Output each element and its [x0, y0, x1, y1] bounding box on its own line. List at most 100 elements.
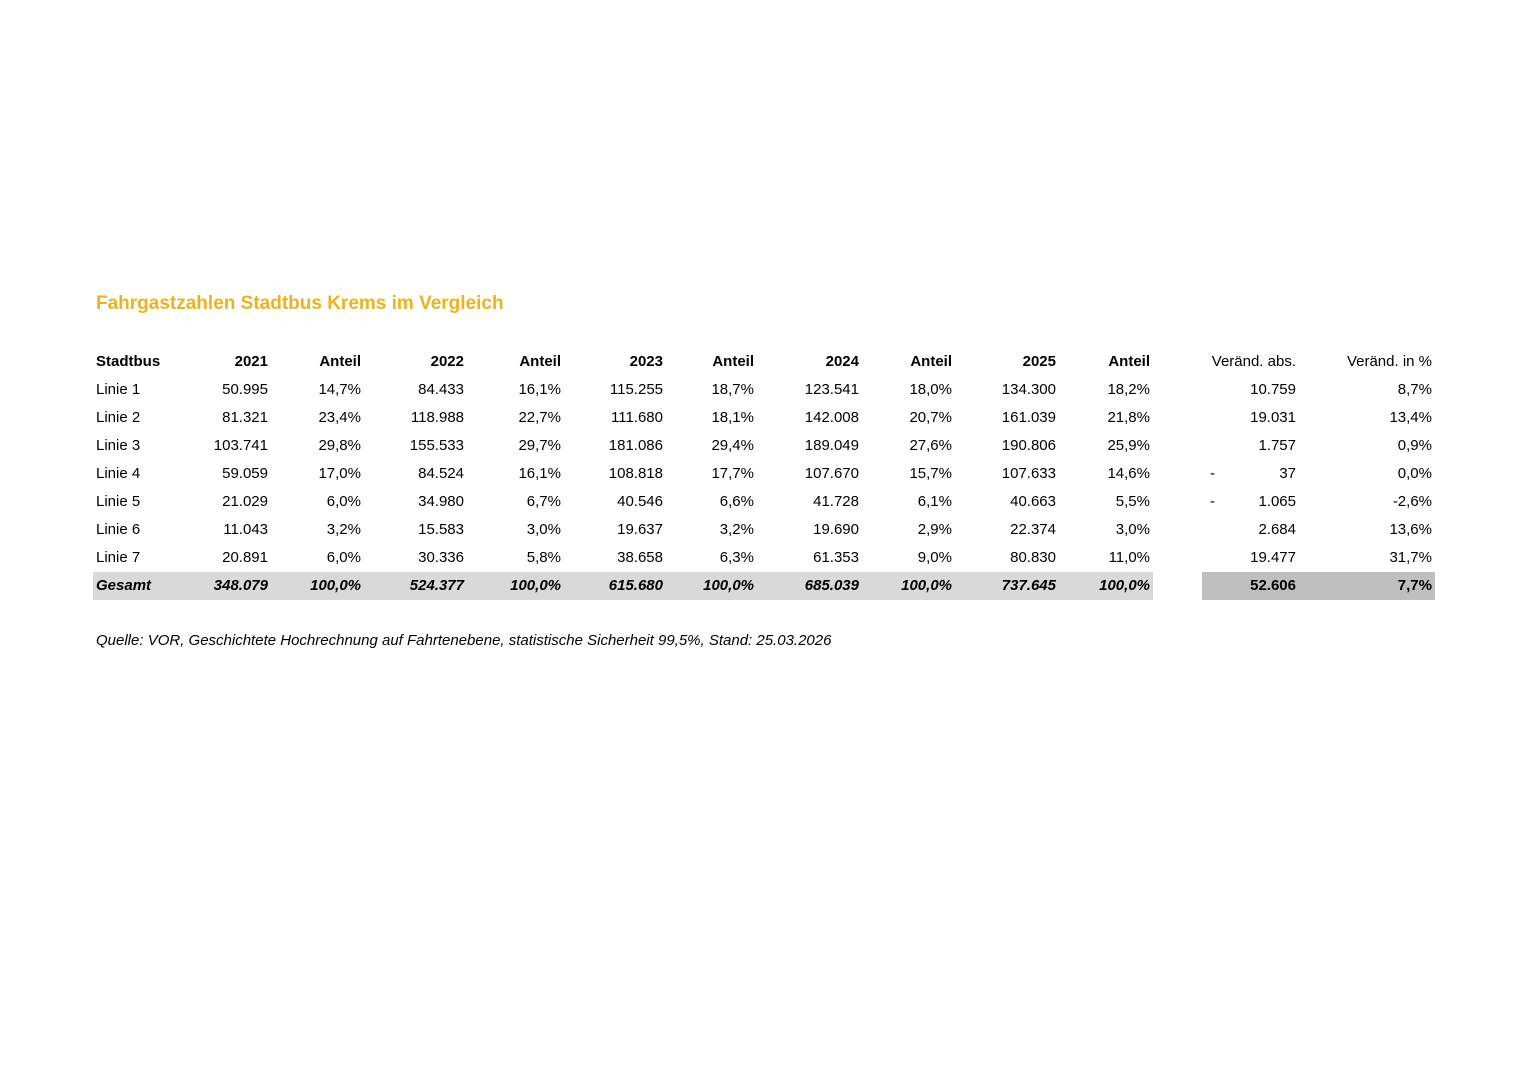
- cell-2024: 61.353: [813, 549, 859, 566]
- cell-2024: 142.008: [804, 409, 859, 426]
- cell-2025: 190.806: [1001, 437, 1056, 454]
- cell-2022: 34.980: [418, 493, 464, 510]
- cell-2024: 41.728: [813, 493, 859, 510]
- cell-anteil-2022: 5,8%: [526, 549, 561, 566]
- cell-2022: 118.988: [410, 409, 464, 426]
- cell-anteil-2021: 3,2%: [326, 521, 361, 538]
- cell-anteil-2022: 16,1%: [518, 381, 561, 398]
- cell-anteil-2022: 6,7%: [526, 493, 561, 510]
- cell-anteil-2025: 18,2%: [1107, 381, 1150, 398]
- cell-anteil-2024: 27,6%: [909, 437, 952, 454]
- cell-anteil-2021: 14,7%: [318, 381, 361, 398]
- cell-veraend-pct: -2,6%: [1392, 493, 1432, 510]
- total-anteil-2024: 100,0%: [862, 572, 955, 600]
- total-2021: 348.079: [183, 572, 271, 600]
- column-gap: [1153, 404, 1202, 432]
- cell-anteil-2022: 16,1%: [518, 465, 561, 482]
- header-anteil-2023: Anteil: [712, 353, 754, 370]
- cell-2022: 155.533: [409, 437, 464, 454]
- minus-sign: -: [1210, 465, 1215, 482]
- cell-2023: 40.546: [617, 493, 663, 510]
- total-anteil-2021: 100,0%: [271, 572, 364, 600]
- page-title: Fahrgastzahlen Stadtbus Krems im Verglei…: [96, 293, 504, 314]
- column-gap: [1153, 432, 1202, 460]
- cell-2025: 107.633: [1001, 465, 1056, 482]
- row-label: Linie 7: [96, 549, 141, 566]
- cell-2025: 161.039: [1001, 409, 1056, 426]
- cell-anteil-2025: 5,5%: [1115, 493, 1150, 510]
- total-2023: 615.680: [564, 572, 666, 600]
- cell-2021: 50.995: [222, 381, 268, 398]
- total-2024: 685.039: [757, 572, 862, 600]
- cell-2022: 30.336: [418, 549, 464, 566]
- cell-veraend-abs: 19.477: [1202, 544, 1299, 572]
- column-gap: [1153, 488, 1202, 516]
- table-body: Linie 1 50.995 14,7% 84.433 16,1% 115.25…: [93, 376, 1435, 572]
- cell-anteil-2023: 6,3%: [719, 549, 754, 566]
- cell-2024: 107.670: [804, 465, 859, 482]
- cell-veraend-abs: - 37: [1202, 460, 1299, 488]
- column-gap: [1153, 572, 1202, 600]
- table-row: Linie 4 59.059 17,0% 84.524 16,1% 108.81…: [93, 460, 1435, 488]
- header-anteil-2021: Anteil: [319, 353, 361, 370]
- cell-anteil-2022: 22,7%: [518, 409, 561, 426]
- total-label: Gesamt: [93, 572, 183, 600]
- total-veraend-abs: 52.606: [1202, 572, 1299, 600]
- column-gap: [1153, 516, 1202, 544]
- cell-veraend-abs: - 1.065: [1202, 488, 1299, 516]
- cell-2021: 59.059: [222, 465, 268, 482]
- cell-anteil-2022: 3,0%: [526, 521, 561, 538]
- row-label: Linie 2: [96, 409, 141, 426]
- cell-veraend-abs: 1.757: [1202, 432, 1299, 460]
- table-row: Linie 1 50.995 14,7% 84.433 16,1% 115.25…: [93, 376, 1435, 404]
- header-veraend-pct: Veränd. in %: [1346, 353, 1432, 370]
- cell-veraend-pct: 13,4%: [1389, 409, 1432, 426]
- cell-anteil-2021: 17,0%: [318, 465, 361, 482]
- header-2021: 2021: [234, 353, 268, 370]
- veraend-abs-value: 10.759: [1250, 381, 1296, 398]
- cell-2023: 181.086: [608, 437, 663, 454]
- row-label: Linie 6: [96, 521, 141, 538]
- source-note: Quelle: VOR, Geschichtete Hochrechnung a…: [96, 632, 832, 649]
- cell-anteil-2021: 23,4%: [318, 409, 361, 426]
- cell-anteil-2024: 6,1%: [917, 493, 952, 510]
- cell-veraend-pct: 0,9%: [1397, 437, 1432, 454]
- table-row: Linie 6 11.043 3,2% 15.583 3,0% 19.637 3…: [93, 516, 1435, 544]
- cell-2021: 21.029: [222, 493, 268, 510]
- passenger-table: Stadtbus 2021 Anteil 2022 Anteil 2023 An…: [93, 348, 1435, 600]
- row-label: Linie 4: [96, 465, 141, 482]
- header-2023: 2023: [629, 353, 663, 370]
- total-veraend-pct: 7,7%: [1299, 572, 1435, 600]
- cell-2021: 11.043: [223, 521, 268, 538]
- total-2022: 524.377: [364, 572, 467, 600]
- cell-2021: 20.891: [222, 549, 268, 566]
- row-label: Linie 5: [96, 493, 141, 510]
- cell-2022: 84.524: [418, 465, 464, 482]
- minus-sign: -: [1210, 493, 1215, 510]
- cell-veraend-abs: 2.684: [1202, 516, 1299, 544]
- cell-anteil-2024: 15,7%: [909, 465, 952, 482]
- cell-anteil-2025: 21,8%: [1107, 409, 1150, 426]
- cell-anteil-2023: 3,2%: [719, 521, 754, 538]
- cell-veraend-pct: 8,7%: [1397, 381, 1432, 398]
- cell-2024: 19.690: [813, 521, 859, 538]
- veraend-abs-value: 37: [1279, 465, 1296, 482]
- cell-2022: 84.433: [418, 381, 464, 398]
- header-anteil-2022: Anteil: [519, 353, 561, 370]
- veraend-abs-value: 1.757: [1258, 437, 1296, 454]
- cell-2023: 19.637: [617, 521, 663, 538]
- table-row: Linie 7 20.891 6,0% 30.336 5,8% 38.658 6…: [93, 544, 1435, 572]
- cell-anteil-2024: 18,0%: [909, 381, 952, 398]
- cell-2021: 103.741: [213, 437, 268, 454]
- cell-anteil-2024: 2,9%: [917, 521, 952, 538]
- cell-anteil-2023: 6,6%: [719, 493, 754, 510]
- total-2025: 737.645: [955, 572, 1059, 600]
- cell-anteil-2023: 18,7%: [711, 381, 754, 398]
- cell-anteil-2023: 18,1%: [711, 409, 754, 426]
- row-label: Linie 3: [96, 437, 141, 454]
- cell-anteil-2023: 17,7%: [711, 465, 754, 482]
- cell-veraend-pct: 0,0%: [1397, 465, 1432, 482]
- veraend-abs-value: 19.477: [1250, 549, 1296, 566]
- cell-anteil-2024: 20,7%: [909, 409, 952, 426]
